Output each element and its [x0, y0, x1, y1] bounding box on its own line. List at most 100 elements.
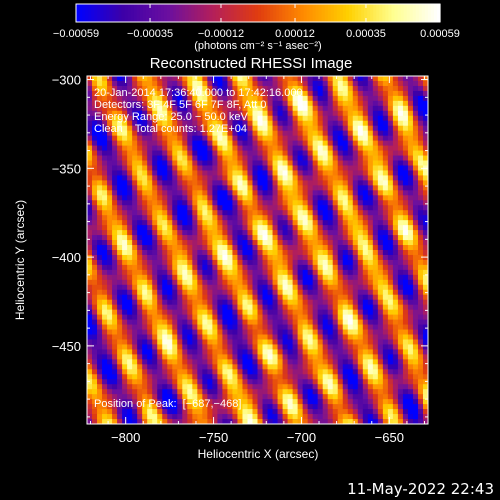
heatmap-cell [422, 309, 429, 316]
heatmap-cell [347, 180, 354, 186]
heatmap-cell [232, 379, 238, 385]
heatmap-cell [262, 264, 268, 271]
heatmap-cell [242, 284, 248, 291]
heatmap-cell [327, 414, 334, 420]
heatmap-cell [172, 95, 178, 102]
heatmap-cell [277, 220, 283, 226]
heatmap-cell [272, 289, 278, 296]
heatmap-cell [182, 359, 188, 365]
heatmap-cell [207, 235, 213, 241]
heatmap-cell [417, 245, 424, 251]
heatmap-cell [152, 150, 158, 156]
heatmap-cell [147, 230, 153, 236]
heatmap-cell [92, 384, 98, 390]
heatmap-cell [127, 359, 133, 365]
heatmap-cell [402, 80, 409, 87]
heatmap-cell [142, 274, 148, 281]
heatmap-cell [372, 299, 379, 306]
heatmap-cell [147, 374, 153, 380]
heatmap-cell [197, 85, 203, 92]
heatmap-cell [312, 314, 319, 320]
heatmap-cell [192, 85, 198, 92]
heatmap-cell [347, 135, 354, 142]
heatmap-cell [312, 354, 319, 360]
heatmap-cell [102, 240, 108, 246]
heatmap-cell [342, 324, 349, 330]
heatmap-cell [147, 389, 153, 395]
heatmap-cell [262, 304, 268, 311]
heatmap-cell [112, 304, 118, 311]
heatmap-cell [337, 225, 344, 231]
heatmap-cell [107, 284, 113, 291]
heatmap-cell [177, 215, 183, 221]
heatmap-cell [152, 374, 158, 380]
heatmap-cell [162, 140, 168, 146]
heatmap-cell [277, 264, 283, 271]
heatmap-cell [392, 210, 399, 216]
heatmap-cell [232, 394, 238, 400]
heatmap-cell [117, 130, 123, 137]
heatmap-cell [277, 259, 283, 266]
heatmap-cell [382, 225, 389, 231]
heatmap-cell [162, 250, 168, 256]
heatmap-cell [267, 250, 273, 256]
heatmap-cell [282, 404, 288, 410]
heatmap-cell [407, 175, 414, 181]
colorbar-segment [412, 4, 417, 22]
heatmap-cell [397, 359, 404, 365]
heatmap-cell [147, 150, 153, 156]
heatmap-cell [167, 274, 173, 281]
heatmap-cell [417, 145, 424, 151]
heatmap-cell [292, 185, 299, 191]
heatmap-cell [182, 419, 188, 425]
heatmap-cell [412, 414, 419, 420]
heatmap-cell [277, 404, 283, 410]
heatmap-cell [262, 359, 268, 365]
heatmap-cell [222, 180, 228, 186]
heatmap-cell [97, 274, 103, 281]
heatmap-cell [212, 185, 218, 191]
heatmap-cell [267, 359, 273, 365]
heatmap-cell [142, 210, 148, 216]
heatmap-cell [277, 150, 283, 156]
heatmap-cell [192, 364, 198, 370]
heatmap-cell [267, 180, 273, 186]
colorbar-segment [233, 4, 238, 22]
heatmap-cell [312, 254, 319, 261]
heatmap-cell [312, 279, 319, 286]
heatmap-cell [417, 304, 424, 311]
heatmap-cell [392, 319, 399, 325]
heatmap-cell [392, 76, 399, 82]
heatmap-cell [242, 289, 248, 296]
heatmap-cell [172, 180, 178, 186]
heatmap-cell [412, 195, 419, 201]
heatmap-cell [157, 324, 163, 330]
heatmap-cell [122, 230, 128, 236]
heatmap-cell [157, 264, 163, 271]
heatmap-cell [287, 369, 294, 375]
heatmap-cell [382, 180, 389, 186]
heatmap-cell [297, 150, 304, 156]
heatmap-cell [112, 135, 118, 142]
heatmap-cell [172, 195, 178, 201]
heatmap-cell [112, 185, 118, 191]
heatmap-cell [372, 240, 379, 246]
heatmap-cell [267, 210, 273, 216]
heatmap-cell [227, 379, 233, 385]
heatmap-cell [102, 140, 108, 146]
heatmap-cell [227, 175, 233, 181]
colorbar-tick-label: −0.00059 [53, 28, 99, 40]
heatmap-cell [282, 339, 288, 345]
heatmap-cell [367, 145, 374, 151]
heatmap-cell [257, 339, 263, 345]
heatmap-cell [87, 195, 93, 201]
heatmap-cell [102, 389, 108, 395]
heatmap-cell [92, 210, 98, 216]
heatmap-cell [137, 250, 143, 256]
heatmap-cell [377, 160, 384, 166]
heatmap-cell [402, 250, 409, 256]
heatmap-cell [182, 250, 188, 256]
heatmap-cell [317, 95, 324, 102]
heatmap-cell [302, 269, 309, 276]
heatmap-cell [362, 145, 369, 151]
